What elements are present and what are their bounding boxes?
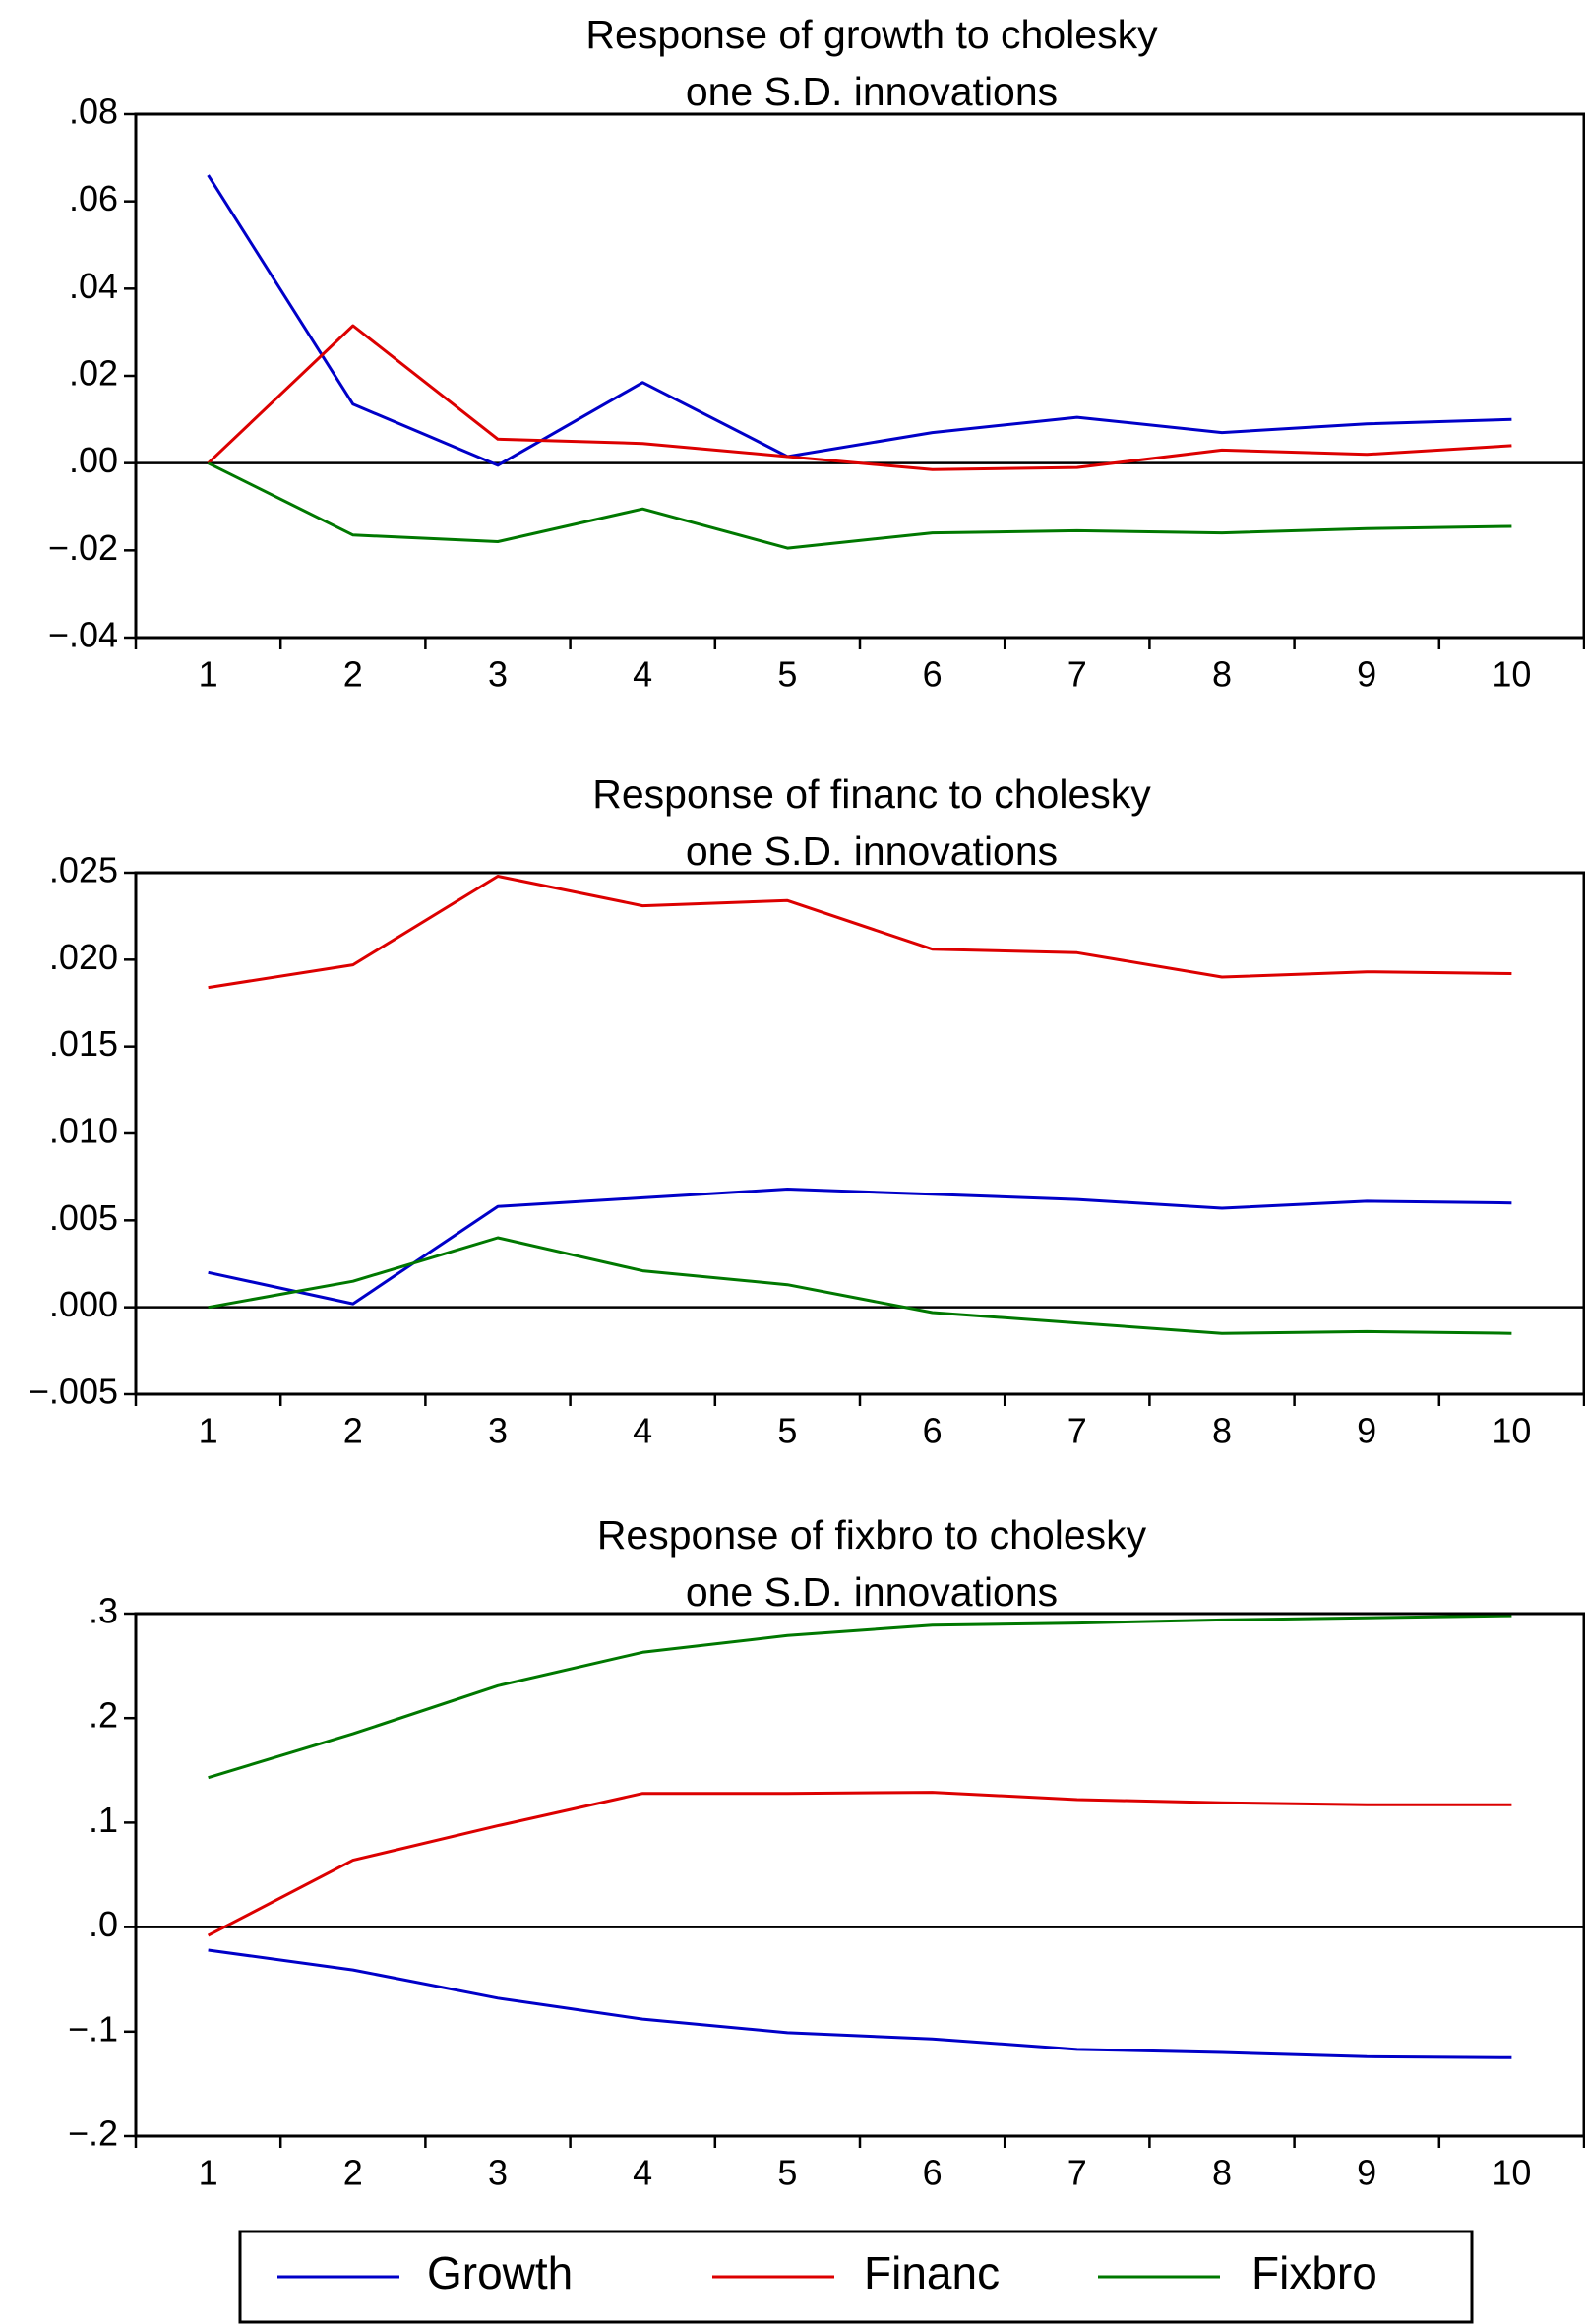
chart-panel-1: Response of growth to cholesky one S.D. i… (48, 12, 1585, 695)
x-tick-label: 8 (1212, 1411, 1232, 1451)
x-tick-label: 3 (488, 2153, 508, 2193)
y-tick-label: −.02 (48, 527, 118, 568)
x-tick-label: 6 (923, 654, 943, 695)
series-line-fixbro (208, 1236, 1512, 1335)
chart-title-line-1: Response of fixbro to cholesky (597, 1512, 1147, 1558)
x-tick-label: 10 (1492, 654, 1531, 695)
series-line-growth (207, 174, 1512, 467)
y-tick-label: .0 (89, 1904, 118, 1944)
y-tick-label: .000 (49, 1284, 118, 1324)
plot-frame (134, 112, 1585, 640)
series-line-financ (207, 1791, 1512, 1937)
x-tick-label: 9 (1357, 654, 1376, 695)
x-tick-label: 3 (488, 1411, 508, 1451)
series-line-fixbro (207, 461, 1512, 550)
x-tick-label: 6 (923, 1411, 943, 1451)
y-tick-label: .025 (49, 850, 118, 890)
chart-title-line-2: one S.D. innovations (686, 828, 1058, 874)
x-tick-label: 10 (1492, 2153, 1531, 2193)
y-tick-label: .04 (69, 266, 118, 306)
series-line-financ (208, 875, 1512, 990)
x-tick-label: 9 (1357, 1411, 1376, 1451)
x-tick-label: 9 (1357, 2153, 1376, 2193)
x-tick-label: 5 (777, 1411, 797, 1451)
x-tick-label: 5 (777, 654, 797, 695)
x-tick-label: 1 (199, 654, 218, 695)
legend-label-growth: Growth (427, 2247, 573, 2298)
legend-label-financ: Financ (864, 2247, 1000, 2298)
series-line-financ (207, 324, 1512, 471)
x-tick-label: 7 (1067, 654, 1087, 695)
x-tick-label: 2 (343, 2153, 363, 2193)
x-tick-label: 4 (633, 2153, 652, 2193)
series-line-growth (208, 1188, 1512, 1306)
y-tick-label: −.005 (29, 1372, 118, 1412)
y-tick-label: .020 (49, 937, 118, 977)
chart-title-line-2: one S.D. innovations (686, 69, 1058, 114)
y-tick-label: .3 (89, 1591, 118, 1631)
y-tick-label: .00 (69, 440, 118, 480)
series-line-growth (208, 1948, 1512, 2059)
chart-panel-3: Response of fixbro to cholesky one S.D. i… (68, 1512, 1585, 2193)
chart-title-line-2: one S.D. innovations (686, 1569, 1058, 1615)
series-line-fixbro (208, 1614, 1512, 1780)
y-tick-label: .1 (89, 1800, 118, 1840)
x-tick-label: 8 (1212, 654, 1232, 695)
plot-frame (134, 871, 1585, 1396)
x-tick-label: 8 (1212, 2153, 1232, 2193)
x-tick-label: 2 (343, 1411, 363, 1451)
x-tick-label: 1 (199, 2153, 218, 2193)
legend: Growth Financ Fixbro (238, 2230, 1474, 2324)
y-tick-label: .06 (69, 178, 118, 218)
x-tick-label: 3 (488, 654, 508, 695)
y-tick-label: −.04 (48, 615, 118, 655)
plot-frame (134, 1612, 1585, 2138)
x-tick-label: 4 (633, 654, 652, 695)
x-tick-label: 1 (199, 1411, 218, 1451)
x-tick-label: 5 (777, 2153, 797, 2193)
legend-box (238, 2230, 1474, 2324)
x-tick-label: 7 (1067, 1411, 1087, 1451)
chart-title-line-1: Response of growth to cholesky (585, 12, 1158, 57)
chart-panel-2: Response of financ to cholesky one S.D. i… (29, 771, 1585, 1451)
x-tick-label: 6 (923, 2153, 943, 2193)
x-tick-label: 4 (633, 1411, 652, 1451)
y-tick-label: .02 (69, 353, 118, 394)
y-tick-label: −.1 (68, 2008, 118, 2049)
y-tick-label: −.2 (68, 2113, 118, 2154)
x-tick-label: 2 (343, 654, 363, 695)
legend-label-fixbro: Fixbro (1251, 2247, 1377, 2298)
chart-title-line-1: Response of financ to cholesky (592, 771, 1151, 817)
x-tick-label: 10 (1492, 1411, 1531, 1451)
y-tick-label: .015 (49, 1023, 118, 1064)
y-tick-label: .010 (49, 1111, 118, 1151)
x-tick-label: 7 (1067, 2153, 1087, 2193)
y-tick-label: .2 (89, 1695, 118, 1736)
y-tick-label: .08 (69, 92, 118, 132)
y-tick-label: .005 (49, 1197, 118, 1238)
